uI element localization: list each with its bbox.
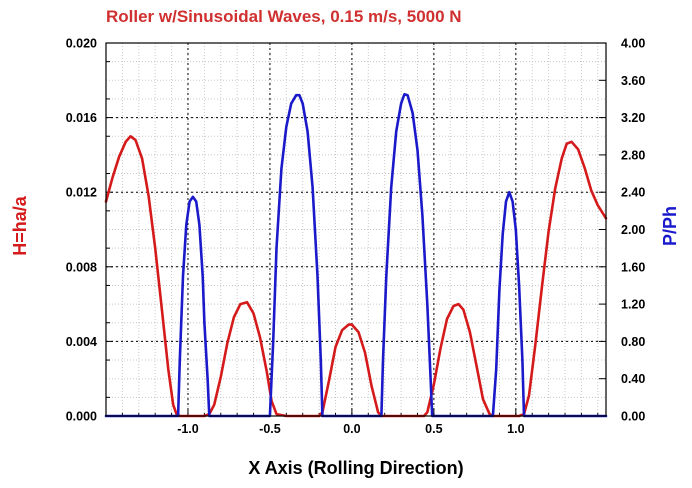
plot-border: [105, 42, 607, 417]
x-axis-label: X Axis (Rolling Direction): [248, 458, 463, 478]
y-right-tick-label: 0.80: [621, 335, 645, 349]
y-right-tick-label: 4.00: [621, 37, 645, 51]
y-right-tick-label: 1.60: [621, 260, 645, 274]
y-right-tick-label: 3.20: [621, 111, 645, 125]
y-left-tick-label: 0.012: [66, 186, 97, 200]
y-right-tick-label: 2.40: [621, 186, 645, 200]
y-right-tick-label: 0.00: [621, 410, 645, 424]
chart-title: Roller w/Sinusoidal Waves, 0.15 m/s, 500…: [106, 7, 462, 26]
y-right-tick-label: 2.80: [621, 148, 645, 162]
y-left-tick-label: 0.000: [66, 410, 97, 424]
y-right-tick-label: 3.60: [621, 74, 645, 88]
y-left-tick-label: 0.020: [66, 37, 97, 51]
x-tick-label: -0.5: [259, 422, 281, 436]
y-right-tick-label: 1.20: [621, 298, 645, 312]
x-tick-label: 0.5: [425, 422, 442, 436]
x-tick-label: -1.0: [177, 422, 199, 436]
y-left-tick-label: 0.016: [66, 111, 97, 125]
y-left-tick-label: 0.008: [66, 260, 97, 274]
x-tick-label: 0.0: [343, 422, 360, 436]
x-tick-label: 1.0: [507, 422, 524, 436]
y-axis-label-right: P/Ph: [660, 206, 680, 246]
y-right-tick-label: 2.00: [621, 223, 645, 237]
y-left-tick-label: 0.004: [66, 335, 97, 349]
y-right-tick-label: 0.40: [621, 372, 645, 386]
y-axis-label-left: H=ha/a: [10, 195, 30, 256]
tick-labels: -1.0 -0.5 0.0 0.5 1.0 0.000 0.004 0.008 0.012 0.0…: [66, 37, 646, 437]
